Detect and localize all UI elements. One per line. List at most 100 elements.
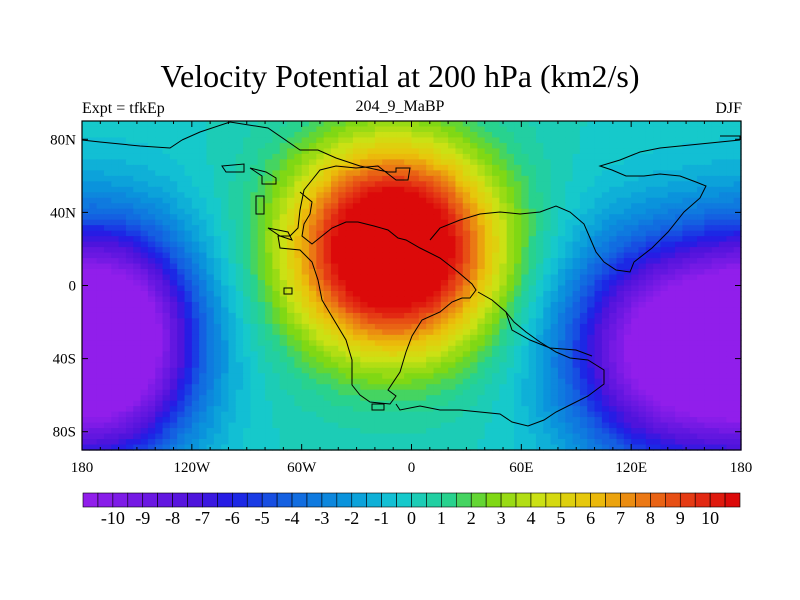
field-cell (557, 214, 566, 221)
field-cell (601, 197, 610, 204)
field-cell (294, 269, 303, 276)
field-cell (543, 356, 552, 363)
field-cell (272, 263, 281, 270)
field-cell (177, 312, 186, 319)
field-cell (550, 175, 559, 182)
field-cell (250, 351, 259, 358)
field-cell (367, 373, 376, 380)
field-cell (506, 247, 515, 254)
field-cell (272, 312, 281, 319)
field-cell (374, 230, 383, 237)
field-cell (433, 280, 442, 287)
field-cell (514, 252, 522, 259)
field-cell (257, 296, 266, 303)
field-cell (565, 258, 574, 265)
field-cell (294, 142, 303, 150)
field-cell (506, 236, 515, 243)
field-cell (360, 389, 369, 396)
field-cell (250, 247, 259, 254)
field-cell (316, 301, 325, 309)
field-cell (616, 351, 625, 358)
field-cell (103, 400, 112, 407)
field-cell (294, 131, 303, 139)
field-cell (374, 225, 383, 232)
field-cell (235, 230, 244, 237)
field-cell (140, 258, 149, 265)
field-cell (704, 269, 713, 276)
field-cell (623, 312, 632, 319)
field-cell (89, 422, 98, 429)
field-cell (514, 203, 522, 210)
field-cell (294, 274, 303, 281)
field-cell (250, 362, 259, 369)
field-cell (601, 269, 610, 276)
field-cell (462, 236, 471, 243)
field-cell (177, 197, 186, 204)
field-cell (514, 236, 522, 243)
field-cell (660, 126, 669, 133)
field-cell (374, 301, 383, 309)
field-cell (191, 400, 200, 407)
field-cell (572, 312, 581, 319)
field-cell (543, 362, 552, 369)
field-cell (221, 345, 230, 352)
field-cell (675, 411, 684, 418)
field-cell (645, 411, 654, 418)
field-cell (367, 340, 376, 347)
field-cell (228, 121, 237, 128)
field-cell (675, 340, 684, 347)
field-cell (653, 131, 662, 139)
field-cell (550, 411, 559, 418)
field-cell (689, 131, 698, 139)
field-cell (330, 148, 339, 155)
field-cell (82, 252, 90, 259)
field-cell (455, 356, 464, 363)
field-cell (535, 241, 544, 248)
field-cell (82, 384, 90, 391)
field-cell (711, 164, 720, 171)
field-cell (470, 290, 478, 298)
field-cell (184, 197, 193, 204)
field-cell (689, 219, 698, 226)
field-cell (265, 323, 273, 330)
field-cell (111, 356, 120, 363)
field-cell (411, 230, 420, 237)
field-cell (492, 411, 500, 418)
field-cell (235, 241, 244, 248)
field-cell (704, 203, 713, 210)
field-cell (719, 301, 727, 309)
field-cell (711, 159, 720, 166)
field-cell (609, 307, 618, 314)
field-cell (682, 417, 691, 424)
field-cell (733, 247, 742, 254)
field-cell (162, 285, 171, 292)
field-cell (631, 334, 640, 341)
field-cell (514, 384, 522, 391)
field-cell (162, 395, 171, 402)
field-cell (301, 417, 310, 424)
field-cell (235, 159, 244, 166)
field-cell (616, 395, 625, 402)
field-cell (111, 411, 120, 418)
field-cell (191, 285, 200, 292)
field-cell (565, 142, 574, 150)
field-cell (667, 406, 676, 413)
field-cell (316, 351, 325, 358)
field-cell (330, 301, 339, 309)
field-cell (345, 400, 354, 407)
field-cell (616, 203, 625, 210)
field-cell (213, 356, 222, 363)
field-cell (711, 258, 720, 265)
field-cell (89, 411, 98, 418)
field-cell (675, 175, 684, 182)
field-cell (125, 384, 134, 391)
field-cell (82, 312, 90, 319)
field-cell (667, 230, 676, 237)
field-cell (418, 126, 427, 133)
field-cell (477, 296, 486, 303)
field-cell (133, 323, 142, 330)
field-cell (631, 290, 640, 298)
field-cell (111, 351, 120, 358)
field-cell (243, 384, 252, 391)
field-cell (367, 203, 376, 210)
